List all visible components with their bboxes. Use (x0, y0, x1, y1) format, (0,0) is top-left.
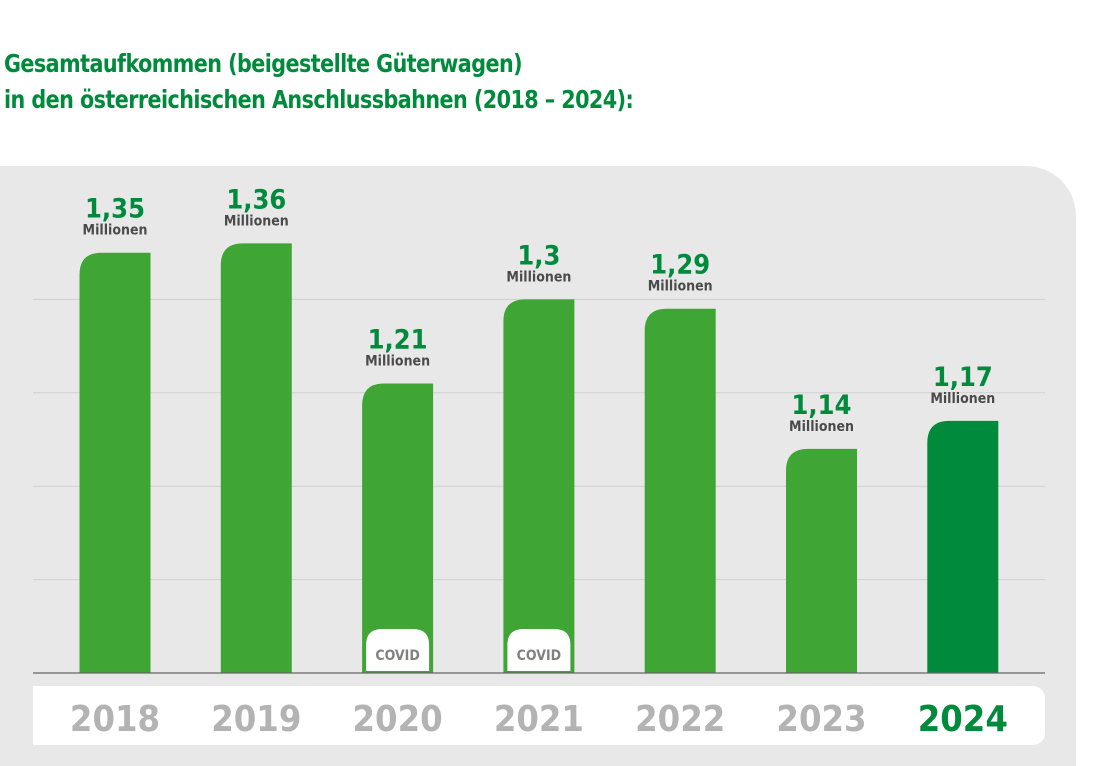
year-label-2021: 2021 (494, 699, 584, 740)
bar-2019 (220, 243, 292, 674)
unit-label-2019: Millionen (224, 213, 289, 229)
value-label-2021: 1,3 (517, 240, 560, 271)
unit-label-2022: Millionen (648, 279, 713, 295)
covid-badge-2020 (366, 629, 430, 671)
value-label-2022: 1,29 (650, 250, 710, 281)
covid-badge-2021 (507, 629, 571, 671)
value-label-2023: 1,14 (792, 390, 852, 421)
value-label-2020: 1,21 (368, 324, 428, 355)
bar-2020 (362, 383, 434, 673)
value-label-2024: 1,17 (933, 362, 993, 393)
year-label-2023: 2023 (776, 699, 866, 740)
year-label-2020: 2020 (353, 699, 443, 740)
unit-label-2018: Millionen (83, 223, 148, 239)
value-label-2018: 1,35 (85, 194, 145, 225)
unit-label-2020: Millionen (365, 353, 430, 369)
year-label-2024: 2024 (918, 699, 1008, 740)
year-label-2019: 2019 (211, 699, 301, 740)
year-label-2018: 2018 (70, 699, 160, 740)
value-label-2019: 1,36 (226, 184, 286, 215)
year-strip (33, 686, 1045, 745)
unit-label-2021: Millionen (506, 269, 571, 285)
bar-2021 (503, 299, 575, 673)
bar-2024 (927, 420, 999, 673)
bar-2022 (644, 308, 716, 673)
covid-badge-label-2021: COVID (517, 648, 561, 664)
bar-2018 (79, 252, 151, 673)
chart-title: Gesamtaufkommen (beigestellte Güterwagen… (4, 46, 634, 118)
year-label-2022: 2022 (635, 699, 725, 740)
covid-badge-label-2020: COVID (375, 648, 419, 664)
title-line-1: Gesamtaufkommen (beigestellte Güterwagen… (4, 49, 523, 78)
unit-label-2024: Millionen (930, 391, 995, 407)
title-line-2: in den österreichischen Anschlussbahnen … (4, 85, 634, 114)
unit-label-2023: Millionen (789, 419, 854, 435)
bar-2023 (786, 448, 857, 673)
